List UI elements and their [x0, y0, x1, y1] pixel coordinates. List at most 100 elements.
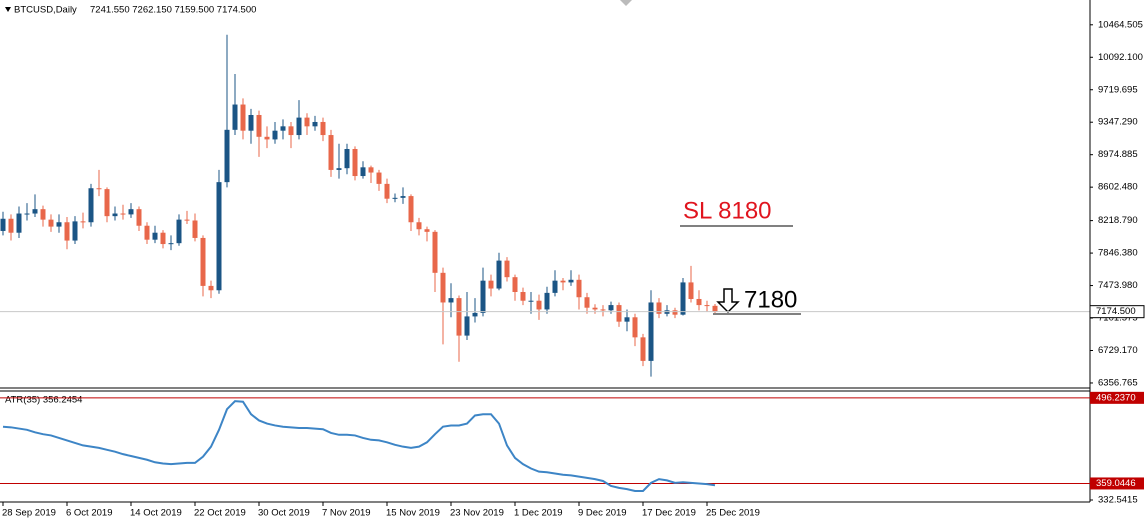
candle-body	[296, 117, 302, 136]
candle-body	[400, 196, 406, 198]
candle-body	[200, 237, 206, 286]
candle-body	[256, 114, 262, 137]
candle-body	[544, 292, 550, 310]
candle-body	[8, 218, 14, 233]
candle-body	[232, 104, 238, 130]
candle-body	[112, 213, 118, 217]
y-tick-label: 10092.100	[1098, 52, 1143, 63]
candle-body	[224, 129, 230, 183]
candle-body	[88, 188, 94, 223]
candle-body	[368, 167, 374, 173]
candle-body	[712, 305, 718, 312]
candle-body	[216, 182, 222, 291]
candle-body	[456, 298, 462, 336]
candle-body	[72, 221, 78, 241]
candle-body	[640, 337, 646, 361]
candle-body	[80, 221, 86, 223]
candle-body	[624, 317, 630, 322]
last-price-box	[1089, 305, 1145, 319]
y-tick-label: 7473.980	[1098, 280, 1138, 291]
candle-body	[632, 317, 638, 338]
candle-body	[496, 260, 502, 289]
candle-body	[672, 310, 678, 315]
candle-body	[320, 121, 326, 136]
candle-body	[560, 280, 566, 283]
candle-body	[96, 188, 102, 190]
x-tick-label: 14 Oct 2019	[130, 508, 182, 519]
y-tick-label: 9347.290	[1098, 117, 1138, 128]
candle-body	[152, 232, 158, 240]
candle-body	[24, 213, 30, 215]
level-label: 496.2370	[1096, 392, 1136, 403]
candle-body	[32, 209, 38, 214]
y-tick-label: 332.5415	[1098, 495, 1138, 506]
candle-body	[584, 297, 590, 308]
y-tick-label: 7846.380	[1098, 248, 1138, 259]
candle-body	[304, 117, 310, 127]
candle-body	[328, 135, 334, 170]
candle-body	[448, 298, 454, 303]
candle-body	[56, 222, 62, 227]
candle-body	[136, 209, 142, 226]
indicator-title: ATR(35) 356.2454	[5, 395, 82, 406]
candle-body	[312, 121, 318, 127]
candle-body	[0, 218, 6, 231]
candle-body	[360, 167, 366, 177]
candle-body	[280, 126, 286, 131]
candle-body	[440, 272, 446, 303]
candle-body	[608, 305, 614, 311]
candle-body	[576, 279, 582, 298]
y-tick-label: 6729.170	[1098, 345, 1138, 356]
level-label: 359.0446	[1096, 478, 1136, 489]
candle-body	[408, 196, 414, 223]
target-annotation: 7180	[744, 286, 797, 313]
candle-body	[528, 300, 534, 302]
candle-body	[208, 285, 214, 291]
stop-loss-annotation: SL 8180	[683, 197, 772, 224]
candle-body	[416, 222, 422, 230]
y-tick-label: 8602.480	[1098, 182, 1138, 193]
candle-body	[504, 260, 510, 278]
candle-body	[512, 277, 518, 293]
x-tick-label: 7 Nov 2019	[322, 508, 371, 519]
x-tick-label: 23 Nov 2019	[450, 508, 504, 519]
candle-body	[392, 197, 398, 199]
candle-body	[536, 300, 542, 310]
candle-body	[128, 209, 134, 215]
candle-body	[704, 305, 710, 307]
candle-body	[168, 243, 174, 245]
y-tick-label: 9719.695	[1098, 84, 1138, 95]
down-arrow-icon	[716, 288, 740, 314]
x-tick-label: 17 Dec 2019	[642, 508, 696, 519]
candle-body	[568, 279, 574, 283]
candle-body	[336, 168, 342, 170]
candle-body	[552, 280, 558, 293]
candle-body	[264, 136, 270, 140]
level-box	[1090, 391, 1144, 404]
candle-body	[192, 220, 198, 238]
x-tick-label: 15 Nov 2019	[386, 508, 440, 519]
candle-body	[488, 280, 494, 289]
candle-body	[600, 309, 606, 311]
candle-body	[240, 104, 246, 131]
candle-body	[424, 229, 430, 232]
candle-body	[160, 232, 166, 245]
candle-body	[472, 312, 478, 317]
candle-body	[688, 282, 694, 299]
symbol-menu-icon	[5, 7, 11, 12]
symbol-title: BTCUSD,Daily	[14, 5, 77, 16]
x-tick-label: 22 Oct 2019	[194, 508, 246, 519]
candle-body	[616, 305, 622, 322]
x-tick-label: 30 Oct 2019	[258, 508, 310, 519]
candle-body	[248, 114, 254, 131]
candle-body	[344, 149, 350, 169]
candle-body	[464, 316, 470, 336]
candle-body	[184, 219, 190, 221]
candle-body	[592, 307, 598, 310]
indicator-line	[2, 400, 716, 492]
shift-marker	[620, 0, 632, 6]
x-tick-label: 1 Dec 2019	[514, 508, 563, 519]
